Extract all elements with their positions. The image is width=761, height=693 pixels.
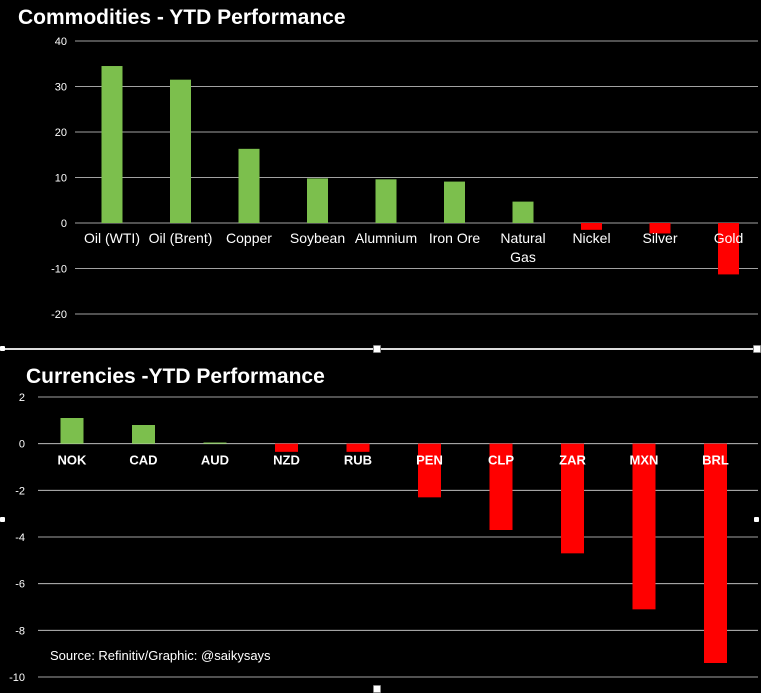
currencies-chart-panel: Currencies -YTD Performance bbox=[0, 352, 761, 691]
commodity-category-label: Alumnium bbox=[355, 230, 417, 246]
commodity-y-tick-label: -10 bbox=[51, 264, 67, 276]
currency-category-label: ZAR bbox=[559, 453, 586, 468]
currency-category-label: NZD bbox=[273, 453, 300, 468]
resize-handle-mid-left[interactable] bbox=[0, 517, 5, 522]
commodity-bar bbox=[238, 148, 260, 223]
source-note: Source: Refinitiv/Graphic: @saikysays bbox=[50, 648, 271, 663]
currency-y-tick-label: -4 bbox=[15, 532, 25, 544]
commodities-chart-panel: Commodities - YTD Performance bbox=[0, 0, 761, 345]
commodity-bar bbox=[170, 79, 191, 223]
currency-category-label: CLP bbox=[488, 453, 514, 468]
resize-handle-top-left[interactable] bbox=[0, 346, 5, 351]
currency-y-tick-label: -10 bbox=[9, 672, 25, 684]
currency-bar bbox=[132, 425, 155, 444]
commodity-y-tick-label: 0 bbox=[61, 218, 67, 230]
currency-category-label: MXN bbox=[630, 453, 659, 468]
currency-bar bbox=[203, 442, 227, 444]
commodity-y-tick-label: -20 bbox=[51, 309, 67, 321]
currency-y-tick-label: -2 bbox=[15, 485, 25, 497]
commodity-y-tick-label: 40 bbox=[55, 36, 67, 48]
commodity-bar bbox=[512, 201, 534, 223]
commodity-bar bbox=[581, 223, 602, 230]
currency-bar bbox=[418, 443, 441, 498]
commodity-category-label: Natural Gas bbox=[500, 230, 545, 265]
currency-bar bbox=[275, 443, 298, 452]
commodity-category-label: Copper bbox=[226, 230, 272, 246]
currency-bar bbox=[60, 418, 84, 444]
commodity-category-label: Oil (Brent) bbox=[149, 230, 213, 246]
currency-y-tick-label: 2 bbox=[19, 392, 25, 404]
commodity-y-tick-label: 10 bbox=[55, 173, 67, 185]
commodity-bar bbox=[307, 178, 328, 223]
currency-y-tick-label: 0 bbox=[19, 439, 25, 451]
currency-category-label: AUD bbox=[201, 453, 229, 468]
currency-bar bbox=[632, 443, 656, 610]
commodity-category-label: Nickel bbox=[572, 230, 610, 246]
commodity-bar bbox=[649, 223, 671, 234]
currency-category-label: BRL bbox=[702, 453, 729, 468]
currency-bar bbox=[489, 443, 513, 530]
commodity-y-tick-label: 30 bbox=[55, 82, 67, 94]
resize-handle-mid-right[interactable] bbox=[754, 517, 759, 522]
currency-y-tick-label: -8 bbox=[15, 625, 25, 637]
commodity-category-label: Soybean bbox=[290, 230, 345, 246]
currency-bar bbox=[704, 443, 727, 663]
commodities-chart-title: Commodities - YTD Performance bbox=[18, 6, 346, 29]
resize-handle-top-center[interactable] bbox=[373, 345, 381, 353]
commodity-bar bbox=[101, 66, 123, 224]
currency-category-label: CAD bbox=[129, 453, 157, 468]
commodity-category-label: Silver bbox=[642, 230, 677, 246]
commodity-category-label: Iron Ore bbox=[429, 230, 481, 246]
commodity-bar bbox=[444, 181, 465, 223]
commodity-y-tick-label: 20 bbox=[55, 127, 67, 139]
currencies-chart-title: Currencies -YTD Performance bbox=[26, 365, 325, 388]
currency-category-label: NOK bbox=[58, 453, 88, 468]
currency-bar bbox=[346, 443, 370, 452]
currency-category-label: RUB bbox=[344, 453, 372, 468]
commodity-category-label: Gold bbox=[714, 230, 744, 246]
currency-y-tick-label: -6 bbox=[15, 579, 25, 591]
commodity-category-label: Oil (WTI) bbox=[84, 230, 140, 246]
currency-bar bbox=[561, 443, 584, 554]
commodity-bar bbox=[375, 179, 397, 223]
commodity-bar bbox=[718, 223, 739, 275]
currency-category-label: PEN bbox=[416, 453, 443, 468]
